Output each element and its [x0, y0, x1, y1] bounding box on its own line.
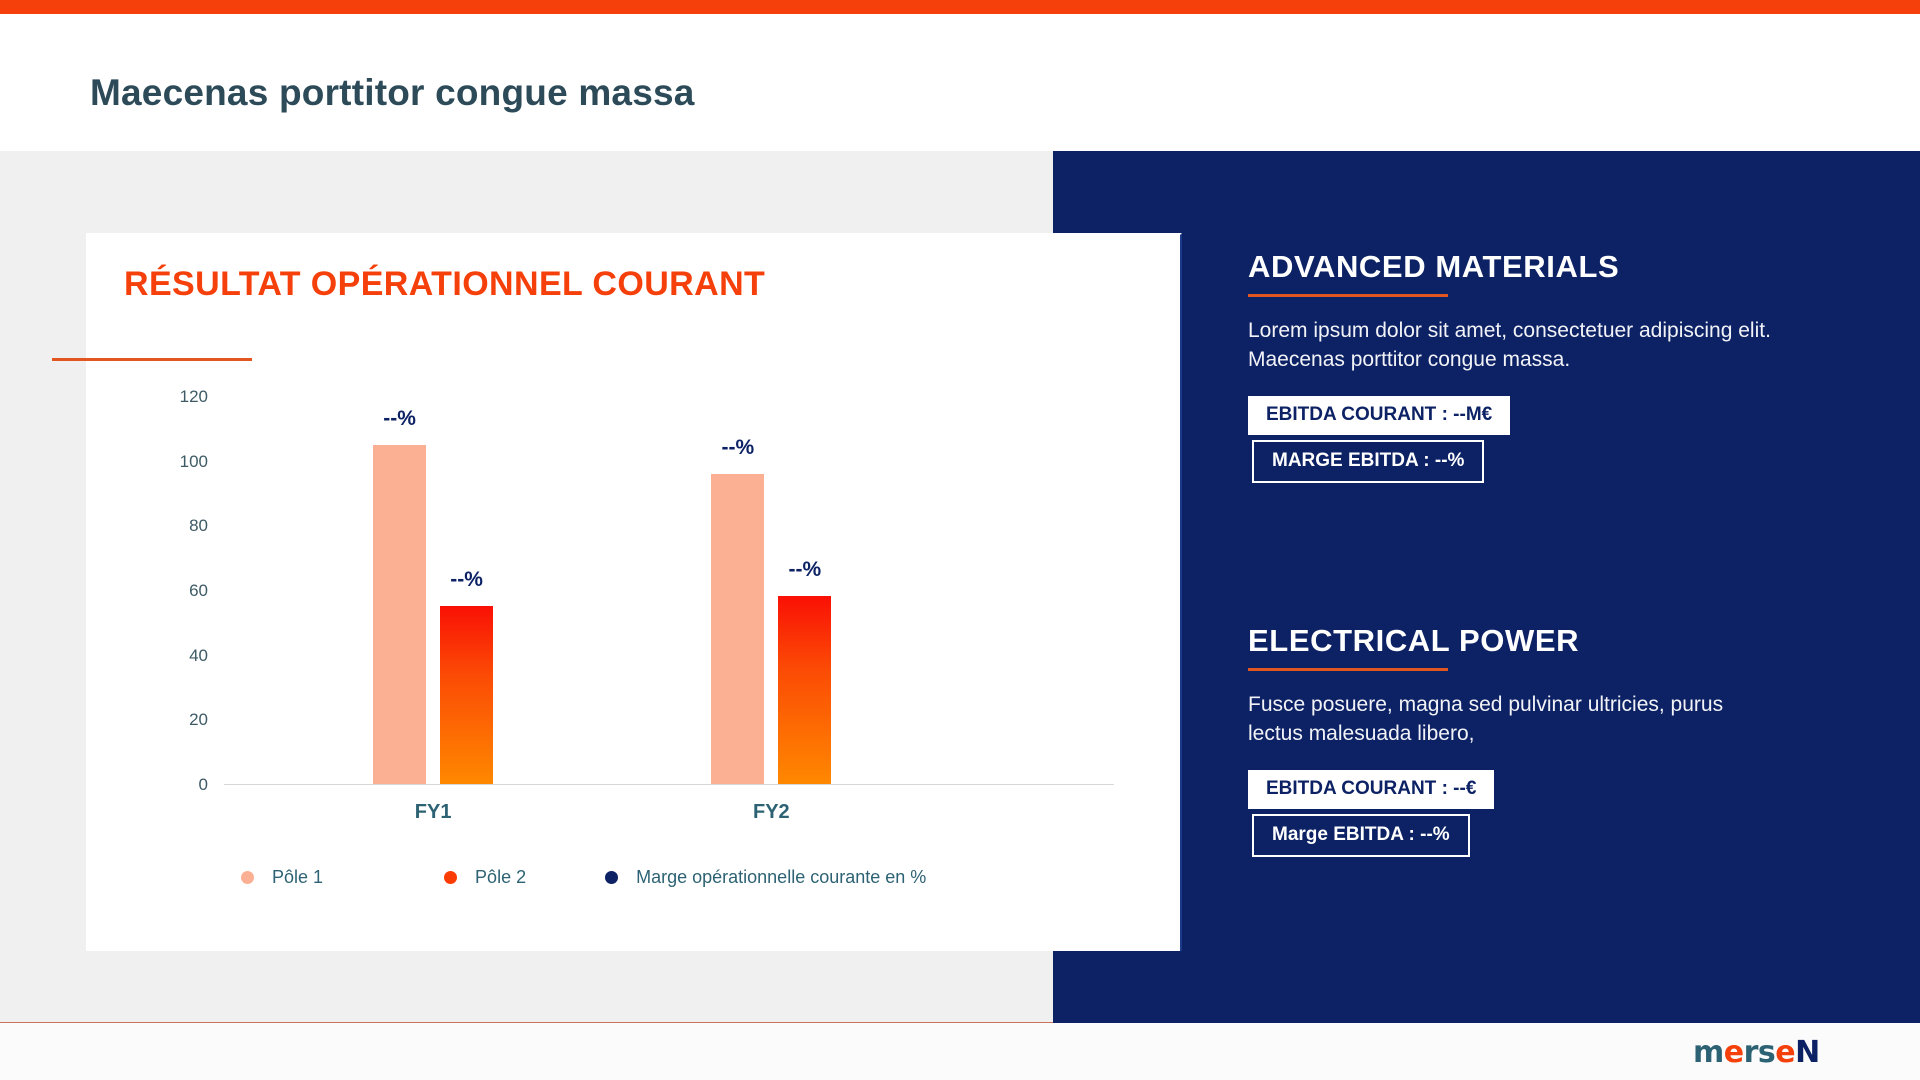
- mersen-logo: merseN: [1693, 1035, 1820, 1070]
- badge-ebitda-courant: EBITDA COURANT : --M€: [1248, 396, 1511, 435]
- legend-item[interactable]: Pôle 1: [241, 867, 323, 888]
- x-axis-category-label: FY1: [414, 801, 452, 823]
- section-title: ELECTRICAL POWER: [1248, 623, 1580, 658]
- badge-marge-ebitda: MARGE EBITDA : --%: [1252, 440, 1485, 483]
- bar-pole-2: --%: [440, 568, 494, 784]
- section-title: ADVANCED MATERIALS: [1248, 249, 1620, 284]
- x-axis-category-label: FY2: [753, 801, 790, 823]
- section-rule: [1248, 294, 1448, 297]
- y-axis-tick-label: 120: [179, 387, 208, 406]
- logo-part-n: N: [1795, 1035, 1820, 1070]
- right-navy-panel: [1053, 151, 1920, 1023]
- legend-swatch-icon: [444, 871, 458, 884]
- legend-label: Pôle 2: [475, 867, 527, 887]
- badge-marge-ebitda: Marge EBITDA : --%: [1252, 814, 1470, 857]
- chart-card: RÉSULTAT OPÉRATIONNEL COURANT 120 100 80 60…: [52, 233, 1182, 951]
- legend-swatch-icon: [605, 871, 619, 884]
- bar-value-label: --%: [788, 558, 822, 582]
- page-title: Maecenas porttitor congue massa: [90, 72, 695, 113]
- bar-chart-plot-area: 120 100 80 60 40 20 0 --% --% FY1 --% --% FY2: [180, 387, 1114, 823]
- legend-item[interactable]: Marge opérationnelle courante en %: [605, 867, 926, 888]
- y-axis-tick-label: 0: [198, 775, 208, 794]
- section-badges: EBITDA COURANT : --M€ MARGE EBITDA : --%: [1248, 396, 1888, 483]
- bar-pole-1: --%: [711, 436, 765, 784]
- slide-header: Maecenas porttitor congue massa: [0, 14, 1920, 151]
- legend-label: Marge opérationnelle courante en %: [636, 867, 927, 887]
- logo-part-m: m: [1693, 1035, 1724, 1070]
- section-body: Lorem ipsum dolor sit amet, consectetuer…: [1248, 319, 1771, 371]
- legend-item[interactable]: Pôle 2: [444, 867, 526, 888]
- chart-title: RÉSULTAT OPÉRATIONNEL COURANT: [124, 265, 766, 303]
- section-rule: [1248, 668, 1448, 671]
- section-advanced-materials: ADVANCED MATERIALS Lorem ipsum dolor sit…: [1248, 249, 1888, 483]
- logo-part-rs: rs: [1743, 1035, 1776, 1070]
- y-axis-tick-label: 80: [189, 516, 208, 536]
- chart-title-underline: [52, 358, 252, 361]
- footer-strip: [0, 1023, 1920, 1080]
- bar-pole-1: --%: [373, 407, 427, 784]
- bar-value-label: --%: [383, 406, 416, 430]
- bar-pole-2: --%: [778, 558, 832, 784]
- chart-legend: Pôle 1 Pôle 2 Marge opérationnelle courant…: [241, 867, 926, 888]
- x-axis-line: [224, 784, 1114, 785]
- bar-value-label: --%: [721, 435, 755, 459]
- section-body: Fusce posuere, magna sed pulvinar ultric…: [1248, 693, 1724, 745]
- y-axis-tick-label: 100: [179, 451, 208, 471]
- y-axis-tick-label: 60: [189, 581, 208, 600]
- y-axis-tick-label: 40: [189, 645, 208, 665]
- legend-label: Pôle 1: [272, 867, 324, 887]
- logo-part-e1: e: [1723, 1035, 1744, 1070]
- logo-part-e2: e: [1775, 1035, 1796, 1070]
- section-badges: EBITDA COURANT : --€ Marge EBITDA : --%: [1248, 770, 1888, 857]
- badge-ebitda-courant: EBITDA COURANT : --€: [1248, 770, 1495, 809]
- top-accent-bar: [0, 0, 1920, 14]
- y-axis-tick-label: 20: [189, 710, 208, 730]
- bar-value-label: --%: [450, 568, 483, 592]
- legend-swatch-icon: [241, 871, 254, 884]
- section-electrical-power: ELECTRICAL POWER Fusce posuere, magna se…: [1248, 623, 1888, 857]
